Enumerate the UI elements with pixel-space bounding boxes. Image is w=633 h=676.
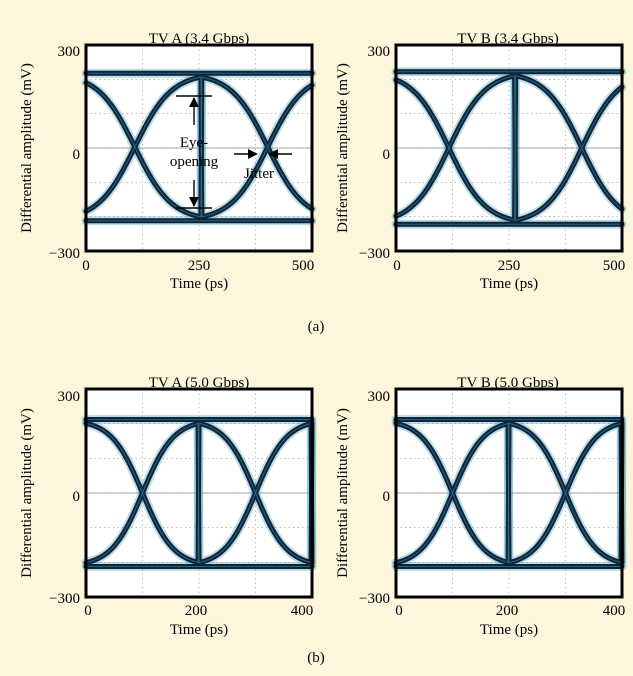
x-tick-label: 400 <box>603 603 626 619</box>
x-tick-label: 400 <box>291 603 314 619</box>
arrowhead-down <box>189 197 199 207</box>
x-axis-label: Time (ps) <box>480 276 538 292</box>
rising-edge-trace-core <box>395 422 623 564</box>
panel-tv-a-3-4: TV A (3.4 Gbps) 300 0 −300 0 250 500 Tim… <box>19 31 317 292</box>
falling-edge-trace-core <box>395 75 623 221</box>
x-tick-label: 0 <box>395 603 403 619</box>
y-axis-label: Differential amplitude (mV) <box>335 408 351 578</box>
chart-title: TV B (3.4 Gbps) <box>457 31 558 47</box>
caption-b: (b) <box>307 650 325 666</box>
arrowhead-right <box>248 149 258 159</box>
y-tick-label: −300 <box>359 246 390 262</box>
x-axis-label: Time (ps) <box>170 622 228 638</box>
eye-opening-label-line2: opening <box>170 154 219 170</box>
eye-traces <box>81 68 317 226</box>
chart-title: TV B (5.0 Gbps) <box>457 375 558 391</box>
y-tick-label: 300 <box>368 389 391 405</box>
x-tick-label: 250 <box>188 258 211 274</box>
x-axis-label: Time (ps) <box>170 276 228 292</box>
jitter-label: Jitter <box>244 166 274 182</box>
y-tick-label: −300 <box>359 591 390 607</box>
x-tick-label: 500 <box>292 258 315 274</box>
jitter-arrows <box>234 149 292 159</box>
y-axis-label: Differential amplitude (mV) <box>19 408 35 578</box>
x-axis-label: Time (ps) <box>480 622 538 638</box>
eye-annotations: Eye- opening Jitter <box>170 95 292 209</box>
caption-a: (a) <box>308 319 325 335</box>
falling-edge-trace-core <box>85 422 313 564</box>
y-tick-label: −300 <box>49 246 80 262</box>
plot-frame <box>84 43 314 253</box>
rising-edge-trace-core <box>395 75 623 221</box>
y-tick-label: 300 <box>368 44 391 60</box>
panel-tv-b-3-4: TV B (3.4 Gbps) 300 0 −300 0 250 500 Tim… <box>335 31 627 292</box>
y-tick-label: 300 <box>58 44 81 60</box>
plot-frame <box>394 387 624 599</box>
y-tick-label: 0 <box>383 489 391 505</box>
x-tick-label: 0 <box>393 258 401 274</box>
panel-tv-b-5-0: TV B (5.0 Gbps) 300 0 −300 0 200 400 Tim… <box>335 375 627 638</box>
eye-traces <box>391 67 627 229</box>
rising-edge-trace-core <box>85 422 313 564</box>
y-tick-label: 0 <box>383 147 391 163</box>
eye-traces <box>391 415 627 571</box>
plot-frame <box>84 387 314 599</box>
rising-edge-trace-core <box>85 76 313 218</box>
y-tick-label: 0 <box>73 489 81 505</box>
eye-traces <box>81 415 317 571</box>
falling-edge-trace-core <box>85 76 313 218</box>
eye-opening-arrow <box>176 95 212 209</box>
x-tick-label: 0 <box>82 258 90 274</box>
chart-title: TV A (5.0 Gbps) <box>149 375 250 391</box>
panel-tv-a-5-0: TV A (5.0 Gbps) 300 0 −300 0 200 400 Tim… <box>19 375 317 638</box>
falling-edge-trace-core <box>395 422 623 564</box>
y-axis-label: Differential amplitude (mV) <box>19 63 35 233</box>
x-tick-label: 200 <box>496 603 519 619</box>
x-tick-label: 500 <box>603 258 626 274</box>
arrowhead-left <box>268 149 278 159</box>
chart-title: TV A (3.4 Gbps) <box>149 31 250 47</box>
plot-frame <box>394 43 624 253</box>
y-tick-label: 300 <box>58 389 81 405</box>
y-tick-label: −300 <box>49 591 80 607</box>
y-axis-label: Differential amplitude (mV) <box>335 63 351 233</box>
y-tick-label: 0 <box>73 147 81 163</box>
eye-opening-label-line1: Eye- <box>180 135 208 151</box>
x-tick-label: 0 <box>84 603 92 619</box>
x-tick-label: 200 <box>185 603 208 619</box>
x-tick-label: 250 <box>498 258 521 274</box>
arrowhead-up <box>189 97 199 107</box>
